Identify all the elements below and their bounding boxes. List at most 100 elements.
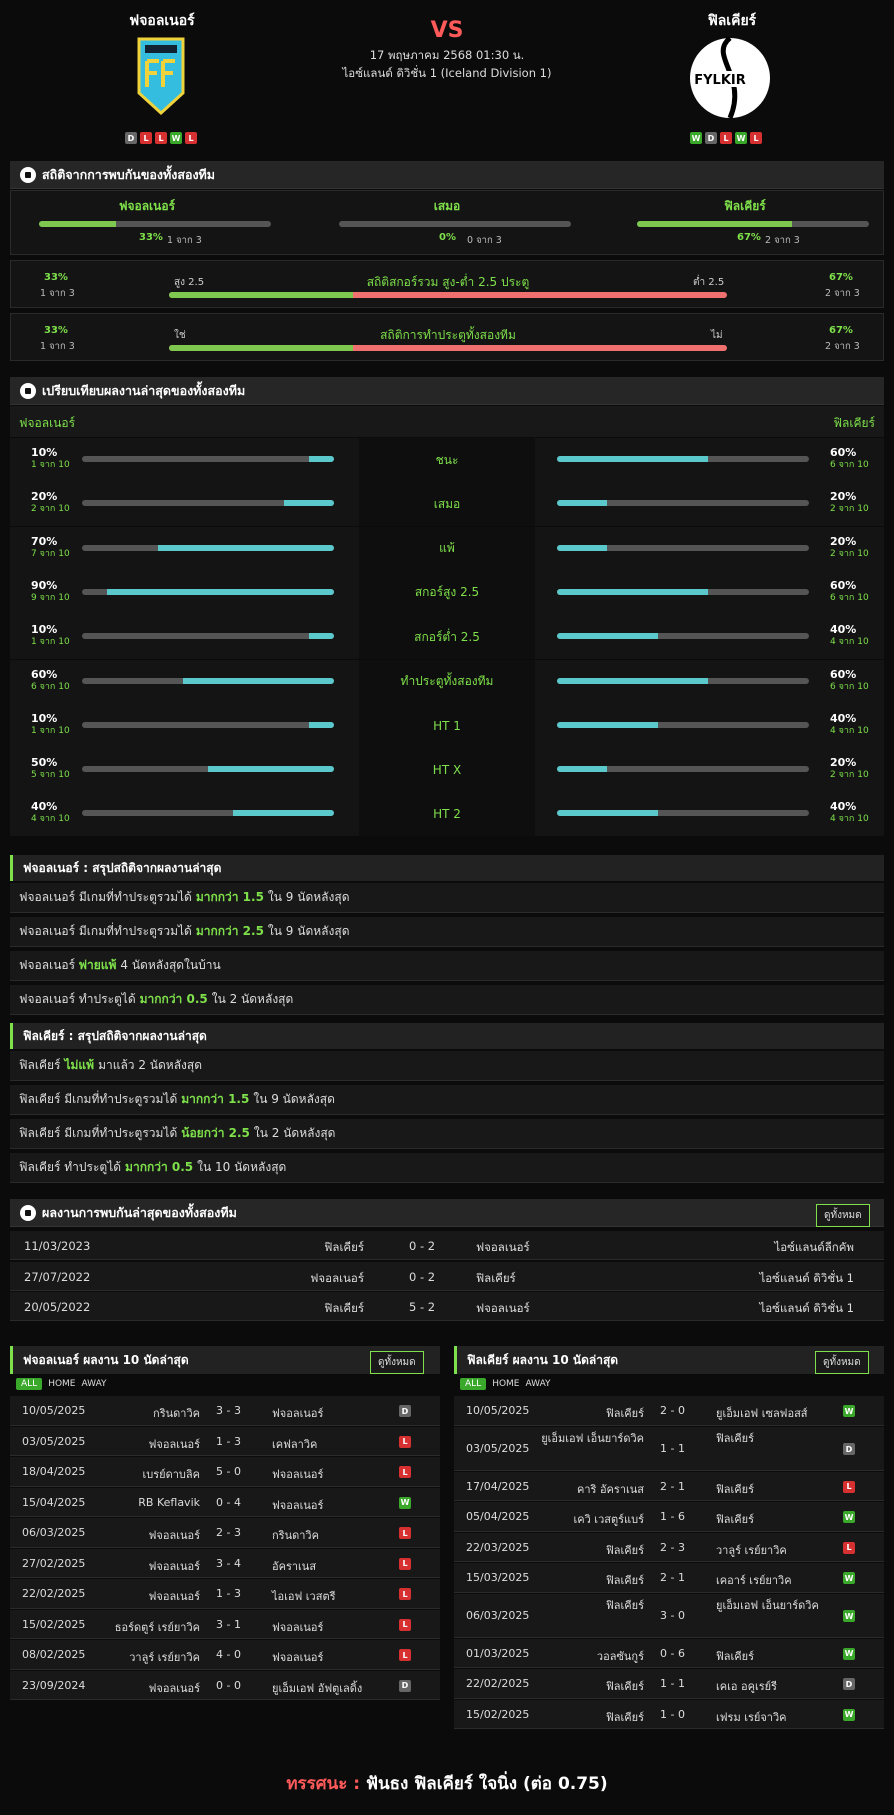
last10-home: RB Keflavik [138,1495,200,1509]
league-name: ไอซ์แลนด์ ดิวิชั่น 1 (Iceland Division 1… [342,66,552,80]
last10-row: 05/04/2025 เควิ เวสตูร์แบร์ 1 - 6 ฟิลเคียร์… [454,1502,884,1532]
home-summary-title: ฟจอลเนอร์ : สรุปสถิติจากผลงานล่าสุด [10,855,884,881]
compare-away-sub: 4 จาก 10 [830,725,869,736]
compare-away-pct-value: 60% [830,578,857,592]
last10-date: 10/05/2025 [22,1404,86,1418]
result-badge: L [399,1618,411,1631]
compare-away-sub: 6 จาก 10 [830,592,869,603]
result-badge: D [399,1679,411,1692]
last10-row: 18/04/2025 เบรย์ดาบลิค 5 - 0 ฟจอลเนอร์ L [10,1457,440,1487]
last10-home: ธอร์ดตูร์ เรย์ยาวิค [114,1620,200,1634]
btts-right-label: ไม่ [711,330,723,341]
form-badge: L [155,132,167,144]
summary-tail: 4 นัดหลังสุดในบ้าน [120,958,221,972]
last10-row: 03/05/2025 ฟจอลเนอร์ 1 - 3 เคฟลาวิค L [10,1426,440,1456]
compare-away-sub: 6 จาก 10 [830,460,869,470]
compare-row-label: ทำประตูทั้งสองทีม [359,659,535,704]
compare-home-pct: 90% 9 จาก 10 [31,579,70,605]
btts-right-sub: 2 จาก 3 [825,341,860,352]
last10-date: 17/04/2025 [466,1479,530,1493]
compare-away-pct: 40% 4 จาก 10 [830,712,869,738]
last10-away: เคเอ อคูเรย์รี [716,1680,777,1694]
h2h-away: ฟจอลเนอร์ [476,1240,530,1254]
compare-home-bar [82,500,334,507]
btts-title: สถิติการทำประตูทั้งสองทีม [380,328,516,342]
tab-away[interactable]: AWAY [525,1379,551,1389]
away-team-name: ฟิลเคียร์ [707,13,757,29]
result-badge: L [399,1466,411,1479]
verdict-label: ทรรศนะ : [286,1774,361,1794]
home-team-name: ฟจอลเนอร์ [129,13,195,29]
ou-right-label: ต่ำ 2.5 [693,277,725,288]
form-badge: L [720,132,732,144]
last10-score: 3 - 1 [216,1617,241,1631]
result-badge: L [399,1588,411,1601]
h2h-col-label: ฟจอลเนอร์ [118,199,176,213]
last10-row: 03/05/2025 ยูเอ็มเอฟ เอ็นยาร์ดวิค 1 - 1 ฟิล… [454,1426,884,1471]
last10-row: 06/03/2025 ฟจอลเนอร์ 2 - 3 กรินดาวิค L [10,1518,440,1548]
form-badge: W [170,132,182,144]
h2h-date: 11/03/2023 [24,1239,91,1253]
last10-home: เบรย์ดาบลิค [142,1468,201,1482]
tab-all[interactable]: ALL [16,1378,43,1390]
summary-text: ฟจอลเนอร์ มีเกมที่ทำประตูรวมได้ [19,890,192,904]
h2h-home: ฟิลเคียร์ [324,1240,364,1254]
compare-home-pct-value: 10% [31,711,58,725]
compare-row-label: HT 1 [359,703,535,748]
away-last10-view-all-button[interactable]: ดูทั้งหมด [815,1351,869,1374]
compare-away-sub: 4 จาก 10 [830,814,869,825]
last10-date: 22/03/2025 [466,1540,530,1554]
summary-highlight: มากกว่า 1.5 [181,1092,250,1106]
h2h-col-bar [39,221,271,227]
last10-away: เฟรม เรย์จาวิค [716,1710,787,1724]
last10-home: ฟจอลเนอร์ [148,1559,200,1573]
last10-row: 06/03/2025 ฟิลเคียร์ 3 - 0 ยูเอ็มเอฟ เอ็นยา… [454,1593,884,1638]
summary-text: ฟจอลเนอร์ มีเกมที่ทำประตูรวมได้ [19,924,192,938]
compare-home-sub: 9 จาก 10 [31,592,70,603]
compare-away-bar [557,588,809,595]
away-team-logo: FYLKIR [690,36,770,119]
away-last10-title: ฟิลเคียร์ ผลงาน 10 นัดล่าสุด [454,1346,884,1374]
home-last10-title: ฟจอลเนอร์ ผลงาน 10 นัดล่าสุด [10,1346,440,1374]
compare-row-label: แพ้ [359,526,535,571]
compare-home-sub: 1 จาก 10 [31,725,70,736]
last10-home: ฟิลเคียร์ [605,1543,644,1557]
summary-line: ฟจอลเนอร์ มีเกมที่ทำประตูรวมได้ มากกว่า 1… [10,883,884,913]
summary-highlight: มากกว่า 0.5 [125,1160,194,1174]
compare-row: HT 2 40% 4 จาก 10 40% 4 จาก 10 [10,792,884,837]
summary-line: ฟิลเคียร์ มีเกมที่ทำประตูรวมได้ น้อยกว่า … [10,1119,884,1149]
home-last10-view-all-button[interactable]: ดูทั้งหมด [370,1351,424,1374]
tab-all[interactable]: ALL [460,1378,487,1390]
tab-home[interactable]: HOME [492,1379,520,1389]
result-badge: W [843,1708,855,1721]
last10-home: วอลซันกูร์ [596,1649,644,1663]
compare-away-bar [557,633,809,640]
ou-right-pct: 67% [829,272,853,283]
last10-row: 15/03/2025 ฟิลเคียร์ 2 - 1 เคอาร์ เรย์ยาวิค… [454,1563,884,1593]
compare-away-pct-value: 40% [830,800,857,814]
last10-row: 27/02/2025 ฟจอลเนอร์ 3 - 4 อัคราเนส L [10,1548,440,1578]
summary-text: ฟิลเคียร์ มีเกมที่ทำประตูรวมได้ [19,1126,178,1140]
h2h-view-all-button[interactable]: ดูทั้งหมด [816,1204,870,1227]
compare-away-sub: 2 จาก 10 [830,770,869,781]
last10-away: กรินดาวิค [272,1529,319,1543]
last10-row: 15/02/2025 ธอร์ดตูร์ เรย์ยาวิค 3 - 1 ฟจอลเน… [10,1609,440,1639]
last10-date: 15/04/2025 [22,1495,86,1509]
home-last10-tabs: ALL HOME AWAY [16,1378,107,1390]
last10-date: 01/03/2025 [466,1646,530,1660]
last10-away: ยูเอ็มเอฟ อัฟตูเลดิ้ง [272,1681,363,1695]
result-badge: W [843,1511,855,1524]
form-badge: W [690,132,702,144]
result-badge: D [399,1405,411,1418]
last10-away: ไอเอฟ เวสตรี [272,1590,336,1604]
compare-away-pct-value: 40% [830,711,857,725]
compare-row-label: สกอร์สูง 2.5 [359,570,535,615]
tab-away[interactable]: AWAY [81,1379,107,1389]
summary-text: ฟิลเคียร์ [19,1058,61,1072]
compare-away-bar [557,721,809,728]
last10-score: 5 - 0 [216,1465,241,1479]
tab-home[interactable]: HOME [48,1379,76,1389]
